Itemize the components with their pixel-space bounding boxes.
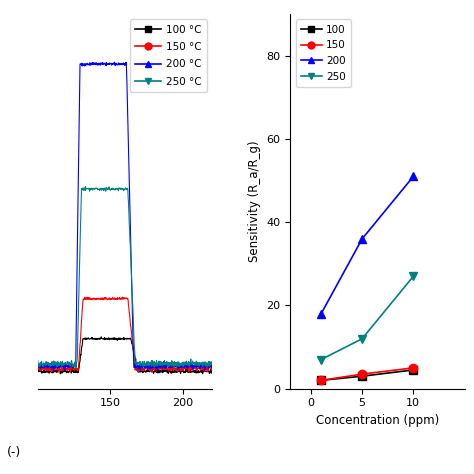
X-axis label: Concentration (ppm): Concentration (ppm) (316, 414, 439, 427)
150 °C (359, 371, 365, 377)
100 °C (410, 367, 416, 373)
Y-axis label: Sensitivity (R_a/R_g): Sensitivity (R_a/R_g) (248, 141, 261, 262)
200 °C (410, 173, 416, 179)
Line: 150 °C: 150 °C (317, 364, 418, 384)
150 °C (318, 377, 324, 383)
Line: 250 °C: 250 °C (317, 272, 418, 364)
250 °C (359, 336, 365, 342)
100 °C (359, 374, 365, 379)
200 °C (318, 311, 324, 317)
100 °C (318, 377, 324, 383)
Legend: 100, 150, 200, 250: 100, 150, 200, 250 (296, 19, 351, 87)
250 °C (318, 357, 324, 363)
Line: 100 °C: 100 °C (317, 366, 418, 384)
250 °C (410, 273, 416, 279)
Legend: 100 °C, 150 °C, 200 °C, 250 °C: 100 °C, 150 °C, 200 °C, 250 °C (129, 19, 207, 92)
Text: (-): (-) (7, 446, 21, 459)
150 °C (410, 365, 416, 371)
Line: 200 °C: 200 °C (317, 173, 418, 318)
200 °C (359, 236, 365, 242)
